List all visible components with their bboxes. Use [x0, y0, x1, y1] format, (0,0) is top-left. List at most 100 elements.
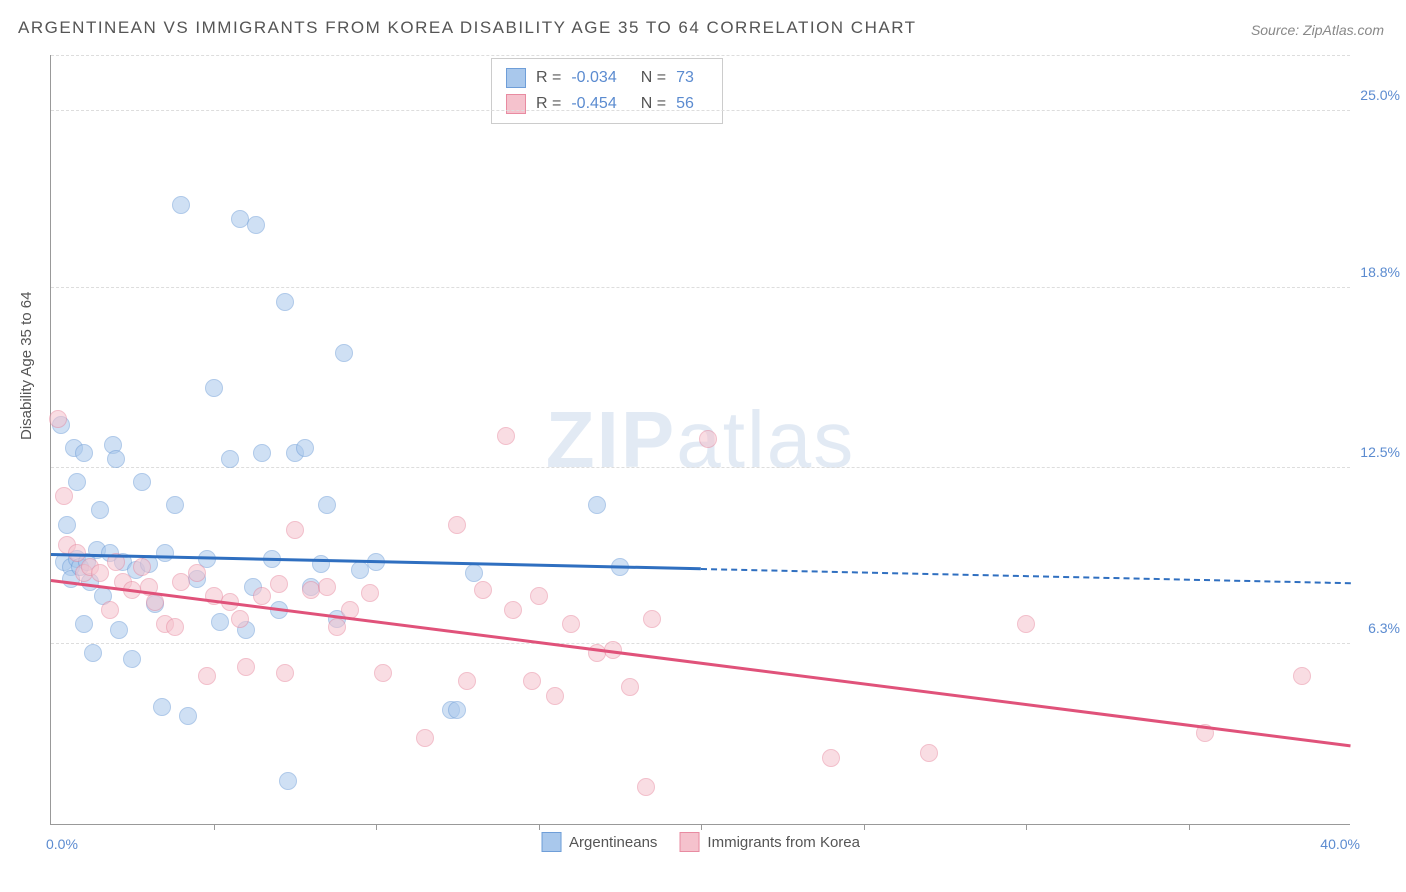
data-point	[279, 772, 297, 790]
data-point	[205, 379, 223, 397]
data-point	[448, 701, 466, 719]
data-point	[101, 601, 119, 619]
legend-swatch	[541, 832, 561, 852]
data-point	[270, 575, 288, 593]
data-point	[296, 439, 314, 457]
data-point	[920, 744, 938, 762]
data-point	[91, 501, 109, 519]
data-point	[49, 410, 67, 428]
data-point	[198, 667, 216, 685]
data-point	[335, 344, 353, 362]
data-point	[172, 196, 190, 214]
data-point	[166, 496, 184, 514]
y-axis-title: Disability Age 35 to 64	[18, 292, 35, 440]
data-point	[474, 581, 492, 599]
data-point	[107, 450, 125, 468]
x-tick	[864, 824, 865, 830]
gridline	[51, 110, 1350, 111]
data-point	[156, 544, 174, 562]
source-label: Source: ZipAtlas.com	[1251, 22, 1384, 38]
data-point	[497, 427, 515, 445]
x-tick	[1026, 824, 1027, 830]
data-point	[253, 444, 271, 462]
data-point	[188, 564, 206, 582]
data-point	[58, 516, 76, 534]
n-value: 56	[676, 91, 694, 117]
n-label: N =	[641, 65, 666, 91]
data-point	[75, 615, 93, 633]
data-point	[328, 618, 346, 636]
data-point	[621, 678, 639, 696]
x-tick	[539, 824, 540, 830]
data-point	[351, 561, 369, 579]
series-legend: Argentineans Immigrants from Korea	[541, 832, 860, 852]
data-point	[458, 672, 476, 690]
data-point	[361, 584, 379, 602]
data-point	[1293, 667, 1311, 685]
y-tick-label: 6.3%	[1368, 620, 1400, 636]
plot-area: ZIPatlas R = -0.034N = 73R = -0.454N = 5…	[50, 55, 1350, 825]
data-point	[221, 450, 239, 468]
data-point	[84, 644, 102, 662]
data-point	[68, 473, 86, 491]
data-point	[448, 516, 466, 534]
chart-title: ARGENTINEAN VS IMMIGRANTS FROM KOREA DIS…	[18, 18, 917, 38]
data-point	[588, 496, 606, 514]
data-point	[416, 729, 434, 747]
data-point	[153, 698, 171, 716]
data-point	[523, 672, 541, 690]
legend-swatch	[679, 832, 699, 852]
data-point	[286, 521, 304, 539]
data-point	[318, 496, 336, 514]
corr-legend-row: R = -0.454N = 56	[506, 91, 708, 117]
data-point	[822, 749, 840, 767]
data-point	[302, 581, 320, 599]
legend-label: Immigrants from Korea	[707, 834, 860, 851]
data-point	[562, 615, 580, 633]
data-point	[1017, 615, 1035, 633]
data-point	[643, 610, 661, 628]
data-point	[237, 658, 255, 676]
data-point	[211, 613, 229, 631]
x-tick	[376, 824, 377, 830]
data-point	[247, 216, 265, 234]
r-label: R =	[536, 91, 561, 117]
data-point	[55, 487, 73, 505]
data-point	[166, 618, 184, 636]
x-min-label: 0.0%	[46, 836, 78, 852]
gridline	[51, 467, 1350, 468]
corr-legend-row: R = -0.034 N = 73	[506, 65, 708, 91]
data-point	[75, 444, 93, 462]
data-point	[588, 644, 606, 662]
data-point	[637, 778, 655, 796]
data-point	[546, 687, 564, 705]
r-label: R =	[536, 65, 561, 91]
x-tick	[1189, 824, 1190, 830]
data-point	[504, 601, 522, 619]
data-point	[253, 587, 271, 605]
data-point	[231, 610, 249, 628]
legend-label: Argentineans	[569, 834, 657, 851]
legend-item: Argentineans	[541, 832, 657, 852]
data-point	[276, 293, 294, 311]
data-point	[133, 473, 151, 491]
legend-swatch	[506, 68, 526, 88]
x-max-label: 40.0%	[1320, 836, 1360, 852]
data-point	[172, 573, 190, 591]
y-tick-label: 25.0%	[1360, 87, 1400, 103]
data-point	[179, 707, 197, 725]
x-tick	[214, 824, 215, 830]
n-value: 73	[676, 65, 694, 91]
data-point	[91, 564, 109, 582]
r-value: -0.034	[571, 65, 616, 91]
trend-line	[701, 568, 1351, 584]
data-point	[699, 430, 717, 448]
y-tick-label: 18.8%	[1360, 264, 1400, 280]
data-point	[110, 621, 128, 639]
y-tick-label: 12.5%	[1360, 444, 1400, 460]
x-tick	[701, 824, 702, 830]
gridline	[51, 287, 1350, 288]
gridline	[51, 643, 1350, 644]
data-point	[123, 650, 141, 668]
n-label: N =	[641, 91, 666, 117]
